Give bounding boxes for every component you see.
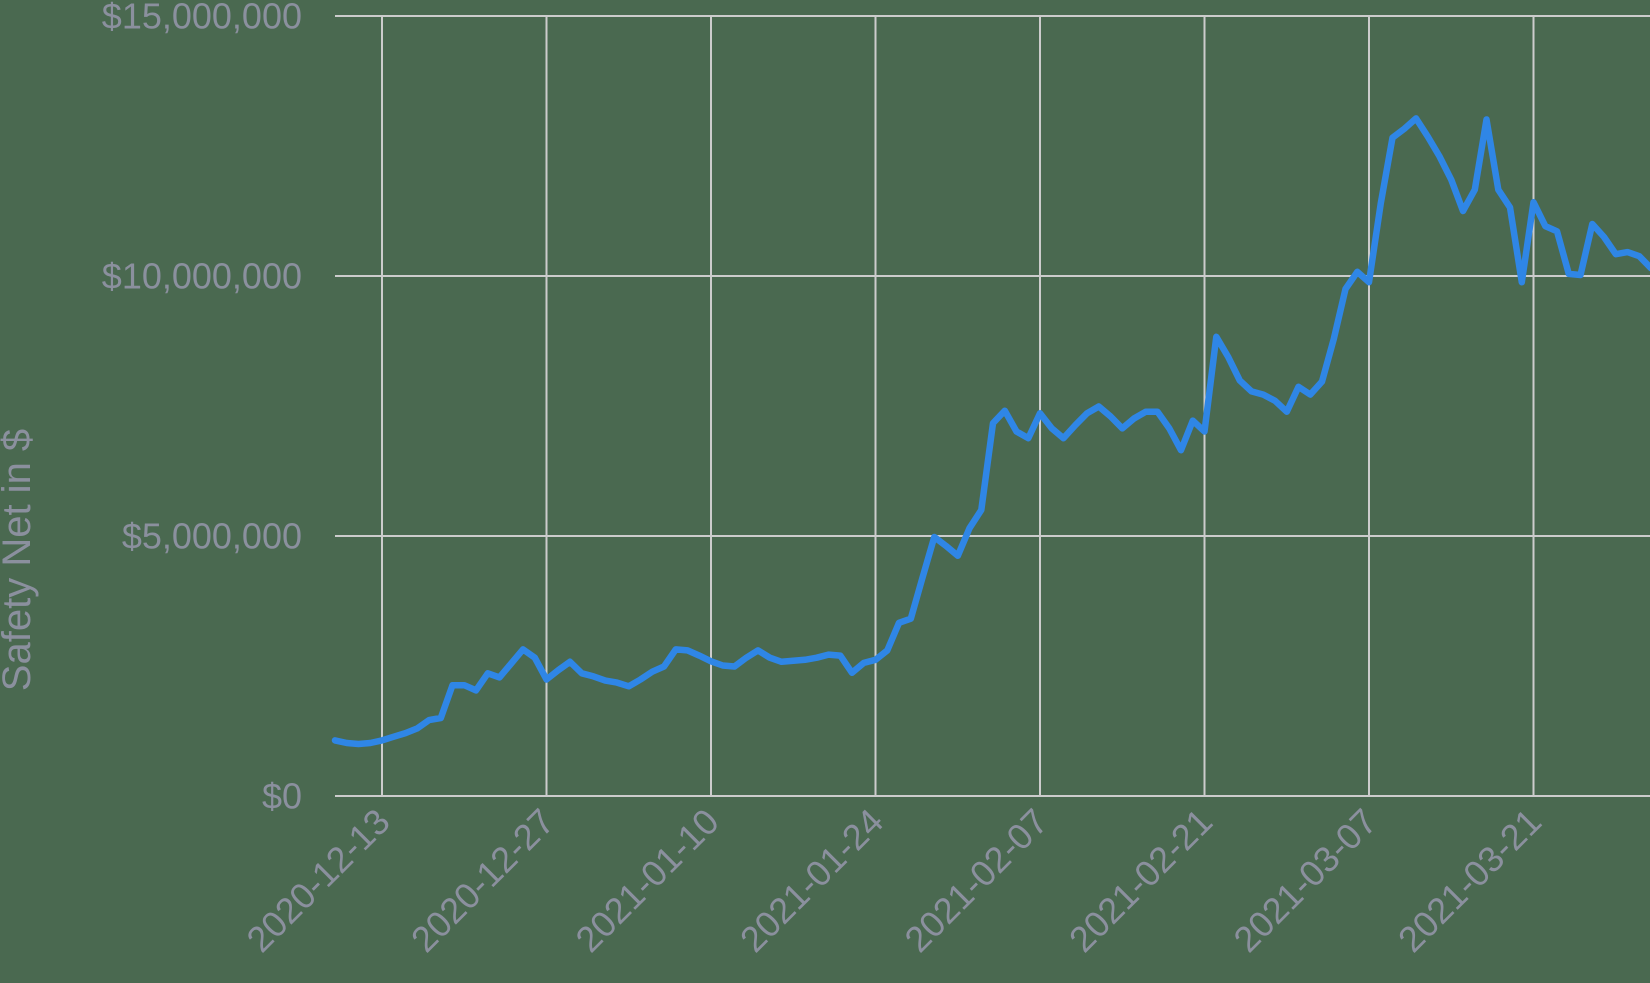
y-tick-label: $5,000,000 bbox=[122, 516, 302, 557]
x-tick-label: 2021-01-24 bbox=[732, 801, 891, 960]
x-tick-label: 2021-03-21 bbox=[1390, 801, 1549, 960]
x-tick-label: 2021-01-10 bbox=[567, 801, 726, 960]
x-tick-label: 2020-12-27 bbox=[403, 801, 562, 960]
y-tick-label: $15,000,000 bbox=[102, 0, 302, 37]
x-tick-label: 2021-02-21 bbox=[1061, 801, 1220, 960]
series-line-safety-net bbox=[331, 115, 1650, 748]
x-tick-label: 2021-02-07 bbox=[896, 801, 1055, 960]
y-tick-label: $10,000,000 bbox=[102, 256, 302, 297]
y-axis-title: Safety Net in $ bbox=[0, 429, 39, 691]
y-tick-label: $0 bbox=[262, 776, 302, 817]
x-tick-label: 2020-12-13 bbox=[238, 801, 397, 960]
x-tick-label: 2021-03-07 bbox=[1225, 801, 1384, 960]
